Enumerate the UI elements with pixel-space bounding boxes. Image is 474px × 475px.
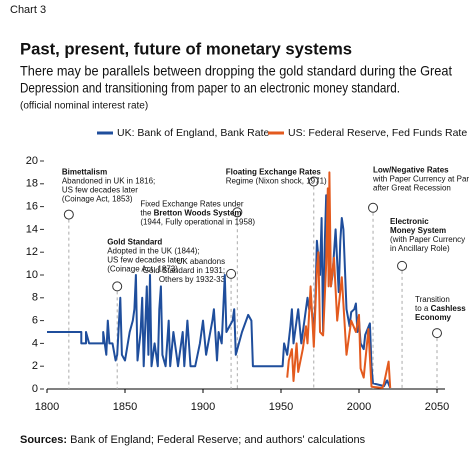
y-tick-label: 14 (26, 223, 38, 235)
annotation-text: (with Paper Currency (390, 235, 465, 244)
x-tick-label: 1900 (191, 401, 215, 413)
note: (official nominal interest rate) (20, 101, 148, 112)
y-tick-label: 4 (32, 337, 38, 349)
annotation-text: Fixed Exchange Rates under (140, 199, 244, 208)
x-tick-label: 2000 (347, 401, 371, 413)
y-tick-label: 2 (32, 360, 38, 372)
annotation-text: Money System (390, 226, 446, 235)
annotation: Floating Exchange Rates (226, 168, 322, 177)
annotation-text: US few decades later (107, 256, 183, 265)
annotation-text: Electronic (390, 217, 429, 226)
annotation-marker (368, 202, 379, 213)
subtitle: There may be parallels between dropping … (20, 63, 452, 79)
annotation-text: after Great Recession (373, 184, 451, 193)
annotation-text: the (140, 208, 153, 217)
annotation: with Paper Currency at Par (372, 175, 469, 184)
series-line (47, 194, 392, 389)
annotation: Economy (415, 313, 452, 322)
legend-label: US: Federal Reserve, Fed Funds Rate (288, 127, 467, 139)
annotation: Gold Standard (107, 238, 162, 247)
annotation-text: Floating Exchange Rates (226, 168, 322, 177)
annotation-text: Transition (415, 295, 450, 304)
annotation: Others by 1932-33 (159, 275, 226, 284)
annotation: Money System (390, 226, 446, 235)
y-tick-label: 16 (26, 201, 38, 213)
annotation-text: Gold Standard in 1931; (143, 266, 225, 275)
annotation: Low/Negative Rates (373, 166, 449, 175)
source: Sources: Bank of England; Federal Reserv… (20, 434, 366, 446)
annotation-text: to a (415, 304, 431, 313)
legend-label: UK: Bank of England, Bank Rate (117, 127, 270, 139)
annotation-marker (232, 207, 243, 218)
annotation: Adopted in the UK (1844); (107, 247, 200, 256)
annotation: to a Cashless (415, 304, 466, 313)
annotation-text: Others by 1932-33 (159, 275, 226, 284)
annotation-text: Gold Standard (107, 238, 162, 247)
annotation-text: Regime (Nixon shock, 1971) (226, 177, 327, 186)
annotation-text: with Paper Currency at Par (372, 175, 469, 184)
annotation-text: Abandoned in UK in 1816; (62, 177, 155, 186)
annotation-text: UK abandons (177, 257, 225, 266)
annotation: the Bretton Woods System (140, 208, 241, 217)
annotation: Fixed Exchange Rates under (140, 199, 244, 208)
annotation-text: in Ancillary Role) (390, 244, 450, 253)
annotation-text: Bimettalism (62, 168, 107, 177)
annotation: Regime (Nixon shock, 1971) (226, 177, 327, 186)
annotation: US few decades later (107, 256, 183, 265)
y-tick-label: 18 (26, 178, 38, 190)
y-tick-label: 12 (26, 246, 38, 258)
annotation-marker (112, 281, 123, 292)
annotation: Abandoned in UK in 1816; (62, 177, 155, 186)
annotation: (Coinage Act, 1873) (107, 265, 178, 274)
annotation-marker (63, 209, 74, 220)
y-tick-label: 20 (26, 155, 38, 167)
annotation-text: Bretton Woods System (154, 208, 242, 217)
annotation: UK abandons (177, 257, 225, 266)
annotation: (Coinage Act, 1853) (62, 195, 133, 204)
source-text: Bank of England; Federal Reserve; and au… (67, 434, 366, 446)
chart-label: Chart 3 (10, 4, 46, 16)
annotation-text: US few decades later (62, 186, 138, 195)
series-line (286, 171, 392, 389)
annotation-marker (432, 328, 442, 339)
annotation: in Ancillary Role) (390, 244, 450, 253)
annotation-text: Cashless (431, 304, 467, 313)
y-tick-label: 6 (32, 315, 38, 327)
annotation-marker (397, 260, 408, 271)
annotation: (1944, Fully operational in 1958) (140, 217, 255, 226)
annotation: Bimettalism (62, 168, 107, 177)
annotation-marker (308, 176, 319, 187)
annotation: (with Paper Currency (390, 235, 465, 244)
subtitle: Depression and transitioning from paper … (20, 80, 400, 96)
x-tick-label: 1850 (113, 401, 137, 413)
x-tick-label: 1800 (35, 401, 59, 413)
source-bold: Sources: (20, 434, 67, 446)
annotation: Electronic (390, 217, 429, 226)
annotation: after Great Recession (373, 184, 451, 193)
annotation-text: Low/Negative Rates (373, 166, 449, 175)
annotation-text: (Coinage Act, 1853) (62, 195, 133, 204)
annotation-text: (1944, Fully operational in 1958) (140, 217, 255, 226)
annotation: US few decades later (62, 186, 138, 195)
annotation: Gold Standard in 1931; (143, 266, 225, 275)
x-tick-label: 1950 (269, 401, 293, 413)
annotation-text: Economy (415, 313, 452, 322)
y-tick-label: 0 (32, 383, 38, 395)
annotation: Transition (415, 295, 450, 304)
annotation-text: Adopted in the UK (1844); (107, 247, 200, 256)
chart-title: Past, present, future of monetary system… (20, 39, 352, 58)
annotation-marker (226, 268, 237, 279)
y-tick-label: 8 (32, 292, 38, 304)
annotation-text: (Coinage Act, 1873) (107, 265, 178, 274)
y-tick-label: 10 (26, 269, 38, 281)
x-tick-label: 2050 (425, 401, 449, 413)
